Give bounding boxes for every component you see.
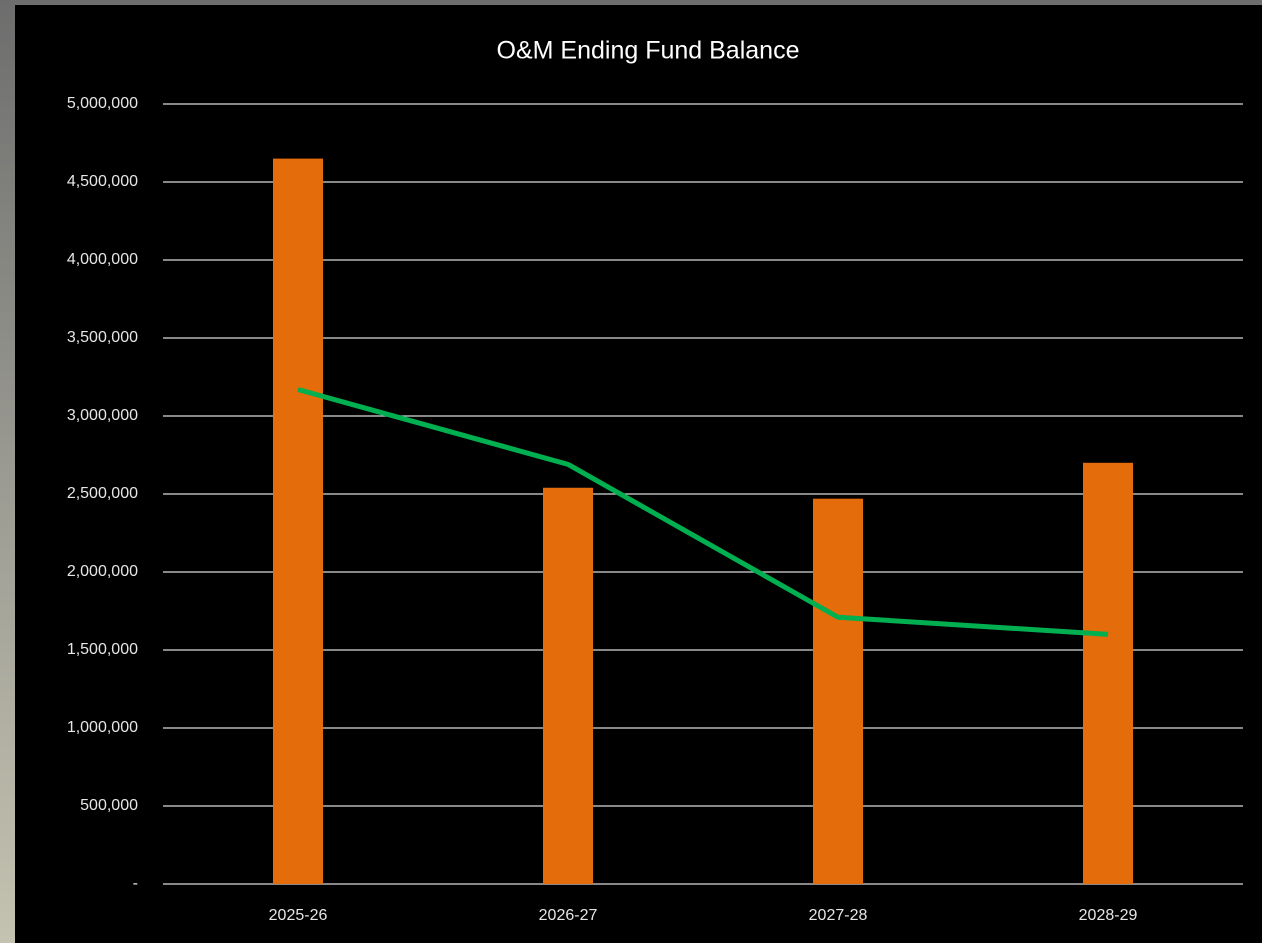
chart-area [15, 5, 1262, 943]
chart-title: O&M Ending Fund Balance [497, 37, 800, 65]
y-tick-label: 1,500,000 [67, 641, 138, 658]
bar [813, 498, 863, 884]
bar [543, 487, 593, 884]
y-tick-label: 1,000,000 [67, 719, 138, 736]
line [297, 387, 1109, 637]
x-tick-label: 2025-26 [269, 907, 328, 924]
x-tick-label: 2027-28 [809, 907, 868, 924]
x-tick-label: 2026-27 [539, 907, 598, 924]
y-tick-label: 5,000,000 [67, 95, 138, 112]
y-tick-label: 3,000,000 [67, 407, 138, 424]
x-tick-label: 2028-29 [1079, 907, 1138, 924]
y-tick-label: 2,500,000 [67, 485, 138, 502]
y-tick-label: - [133, 875, 138, 892]
y-tick-label: 500,000 [80, 797, 138, 814]
y-tick-label: 3,500,000 [67, 329, 138, 346]
y-tick-label: 4,000,000 [67, 251, 138, 268]
y-tick-label: 4,500,000 [67, 173, 138, 190]
y-tick-label: 2,000,000 [67, 563, 138, 580]
bar [273, 158, 323, 885]
bar [1083, 462, 1133, 884]
